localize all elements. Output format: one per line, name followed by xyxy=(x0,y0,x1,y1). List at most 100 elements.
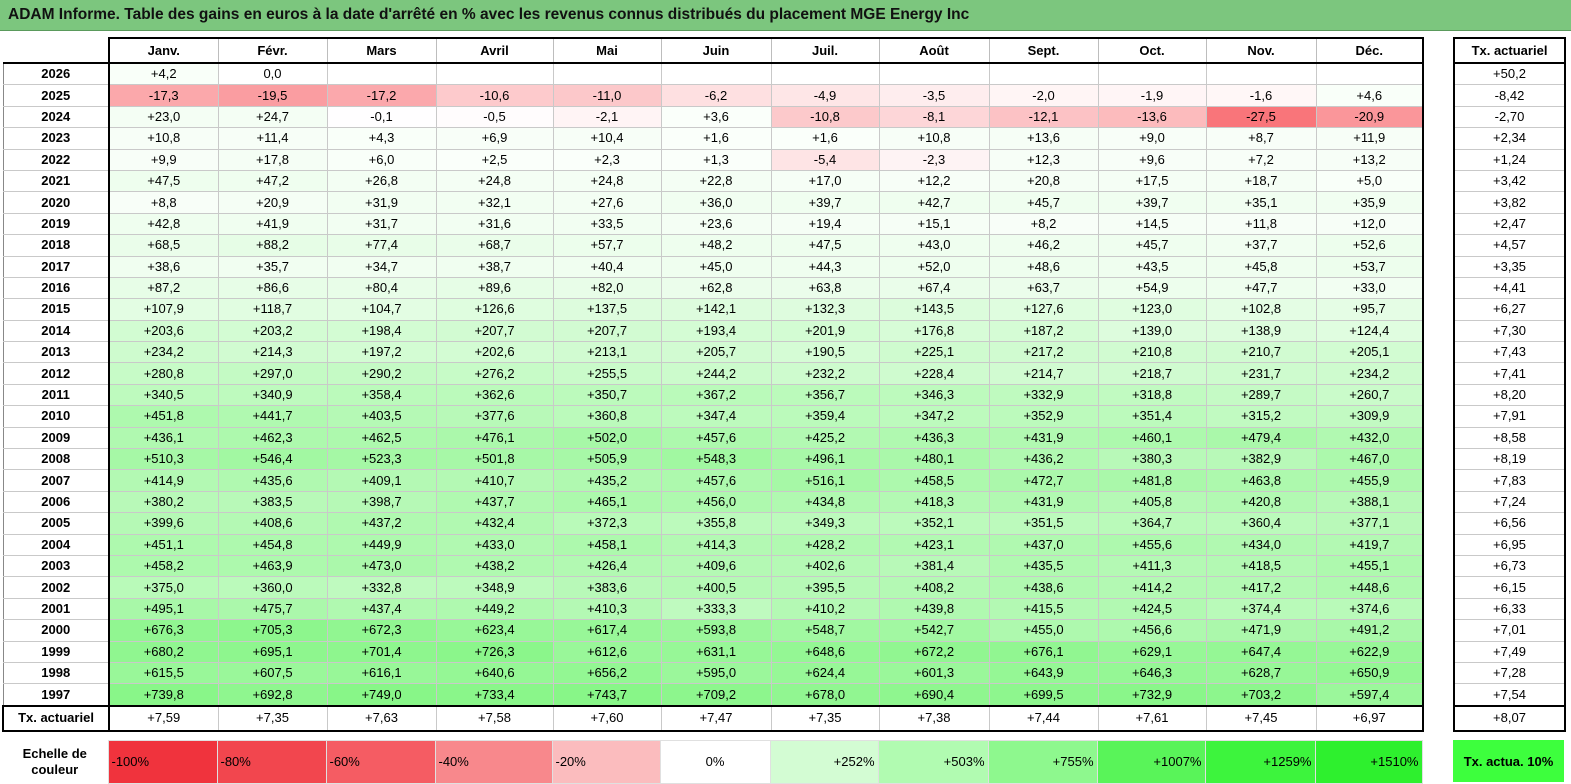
gain-cell: +457,6 xyxy=(660,469,772,492)
gain-cell: +43,5 xyxy=(1097,255,1207,278)
gain-cell: +699,5 xyxy=(988,683,1099,707)
gain-cell: +458,1 xyxy=(552,533,662,556)
table-row: 2026 +4,2 0,0 xyxy=(2,62,1424,86)
gain-cell: +458,2 xyxy=(108,554,219,578)
gain-cell: -5,4 xyxy=(770,148,880,171)
gain-cell: +640,6 xyxy=(435,661,554,685)
year-cell: 2020 xyxy=(2,191,110,214)
table-row: 1999 +680,2 +695,1 +701,4 +726,3 +612,6 +631,1… xyxy=(2,640,1424,663)
legend-swatch: -60% xyxy=(325,740,436,784)
gain-cell: +63,7 xyxy=(988,276,1099,300)
gain-cell: +228,4 xyxy=(878,362,990,385)
gain-cell: +380,3 xyxy=(1097,448,1207,471)
gain-cell: +107,9 xyxy=(108,298,219,321)
month-header: Mai xyxy=(552,37,662,64)
year-cell: 2004 xyxy=(2,533,110,556)
gain-cell: +9,6 xyxy=(1097,148,1207,171)
gain-cell: +1,3 xyxy=(660,148,772,171)
gain-cell: +451,1 xyxy=(108,533,219,556)
gain-cell: +202,6 xyxy=(435,341,554,364)
gain-cell: +476,1 xyxy=(435,426,554,450)
gain-cell: +88,2 xyxy=(217,234,328,257)
gain-cell: +18,7 xyxy=(1205,169,1317,193)
gain-cell xyxy=(1315,62,1424,86)
rate-cell: +6,15 xyxy=(1453,576,1566,599)
gain-cell: +629,1 xyxy=(1097,640,1207,663)
gain-cell: +410,2 xyxy=(770,597,880,621)
gain-cell: +225,1 xyxy=(878,341,990,364)
gain-cell: +39,7 xyxy=(770,191,880,214)
gain-cell: +232,2 xyxy=(770,362,880,385)
gain-cell: +8,7 xyxy=(1205,127,1317,150)
gain-cell: +340,5 xyxy=(108,383,219,407)
table-row: 2013 +234,2 +214,3 +197,2 +202,6 +213,1 +205,7… xyxy=(2,341,1424,364)
gain-cell: +414,2 xyxy=(1097,576,1207,599)
rate-cell: +8,19 xyxy=(1453,448,1566,471)
gain-cell: +332,9 xyxy=(988,383,1099,407)
gain-cell: +351,5 xyxy=(988,512,1099,535)
gain-cell: +197,2 xyxy=(326,341,437,364)
gain-cell: +457,6 xyxy=(660,426,772,450)
month-header: Févr. xyxy=(217,37,328,64)
gain-cell: +45,8 xyxy=(1205,255,1317,278)
gain-cell: +9,0 xyxy=(1097,127,1207,150)
table-row: 2023 +10,8 +11,4 +4,3 +6,9 +10,4 +1,6 +1,6 +10,8… xyxy=(2,127,1424,150)
year-cell: 2026 xyxy=(2,62,110,86)
gain-cell: +207,7 xyxy=(552,319,662,343)
gain-cell: +124,4 xyxy=(1315,319,1424,343)
gain-cell: -10,6 xyxy=(435,84,554,107)
footer-rate-cell: +7,35 xyxy=(217,704,328,732)
rate-cell: +7,83 xyxy=(1453,469,1566,492)
gain-cell: +542,7 xyxy=(878,619,990,642)
gain-cell: -3,5 xyxy=(878,84,990,107)
gain-cell: +207,7 xyxy=(435,319,554,343)
year-cell: 2003 xyxy=(2,554,110,578)
gain-cell: +214,7 xyxy=(988,362,1099,385)
gain-cell: +57,7 xyxy=(552,234,662,257)
gain-cell: +297,0 xyxy=(217,362,328,385)
legend-swatch: +1259% xyxy=(1204,740,1316,784)
gain-cell: +595,0 xyxy=(660,661,772,685)
gain-cell: +332,8 xyxy=(326,576,437,599)
gain-cell: +374,6 xyxy=(1315,597,1424,621)
gain-cell: +377,1 xyxy=(1315,512,1424,535)
gain-cell: +47,7 xyxy=(1205,276,1317,300)
gain-cell: +11,8 xyxy=(1205,212,1317,236)
gain-cell: +7,2 xyxy=(1205,148,1317,171)
gain-cell: +89,6 xyxy=(435,276,554,300)
table-row: 1997 +739,8 +692,8 +749,0 +733,4 +743,7 +709,2… xyxy=(2,683,1424,707)
gain-cell: +22,8 xyxy=(660,169,772,193)
gain-cell: +612,6 xyxy=(552,640,662,663)
table-row: 2020 +8,8 +20,9 +31,9 +32,1 +27,6 +36,0 +39,7 +4… xyxy=(2,191,1424,214)
gain-cell: +418,3 xyxy=(878,490,990,514)
gain-cell: +501,8 xyxy=(435,448,554,471)
gain-cell: +523,3 xyxy=(326,448,437,471)
gain-cell: +36,0 xyxy=(660,191,772,214)
footer-rate-cell: +7,63 xyxy=(326,704,437,732)
gain-cell: +432,0 xyxy=(1315,426,1424,450)
gain-cell: +231,7 xyxy=(1205,362,1317,385)
gain-cell: +20,8 xyxy=(988,169,1099,193)
rate-cell: +6,56 xyxy=(1453,512,1566,535)
gain-cell: +67,4 xyxy=(878,276,990,300)
gain-cell: -1,6 xyxy=(1205,84,1317,107)
table-row: 2007 +414,9 +435,6 +409,1 +410,7 +435,2 +457,6… xyxy=(2,469,1424,492)
month-header: Sept. xyxy=(988,37,1099,64)
year-cell: 2008 xyxy=(2,448,110,471)
gain-cell: +705,3 xyxy=(217,619,328,642)
gain-cell: +10,4 xyxy=(552,127,662,150)
gain-cell: -2,1 xyxy=(552,105,662,129)
gain-cell: +9,9 xyxy=(108,148,219,171)
gain-cell: +408,6 xyxy=(217,512,328,535)
gain-cell: +449,2 xyxy=(435,597,554,621)
table-row: 2000 +676,3 +705,3 +672,3 +623,4 +617,4 +593,8… xyxy=(2,619,1424,642)
gain-cell: +548,3 xyxy=(660,448,772,471)
gain-cell: +276,2 xyxy=(435,362,554,385)
rate-cell: +7,49 xyxy=(1453,641,1566,663)
gain-cell: +510,3 xyxy=(108,448,219,471)
gain-cell: -2,3 xyxy=(878,148,990,171)
gain-cell: +33,5 xyxy=(552,212,662,236)
rate-cell: +8,20 xyxy=(1453,384,1566,407)
gain-cell: +118,7 xyxy=(217,298,328,321)
gain-cell: +4,3 xyxy=(326,127,437,150)
